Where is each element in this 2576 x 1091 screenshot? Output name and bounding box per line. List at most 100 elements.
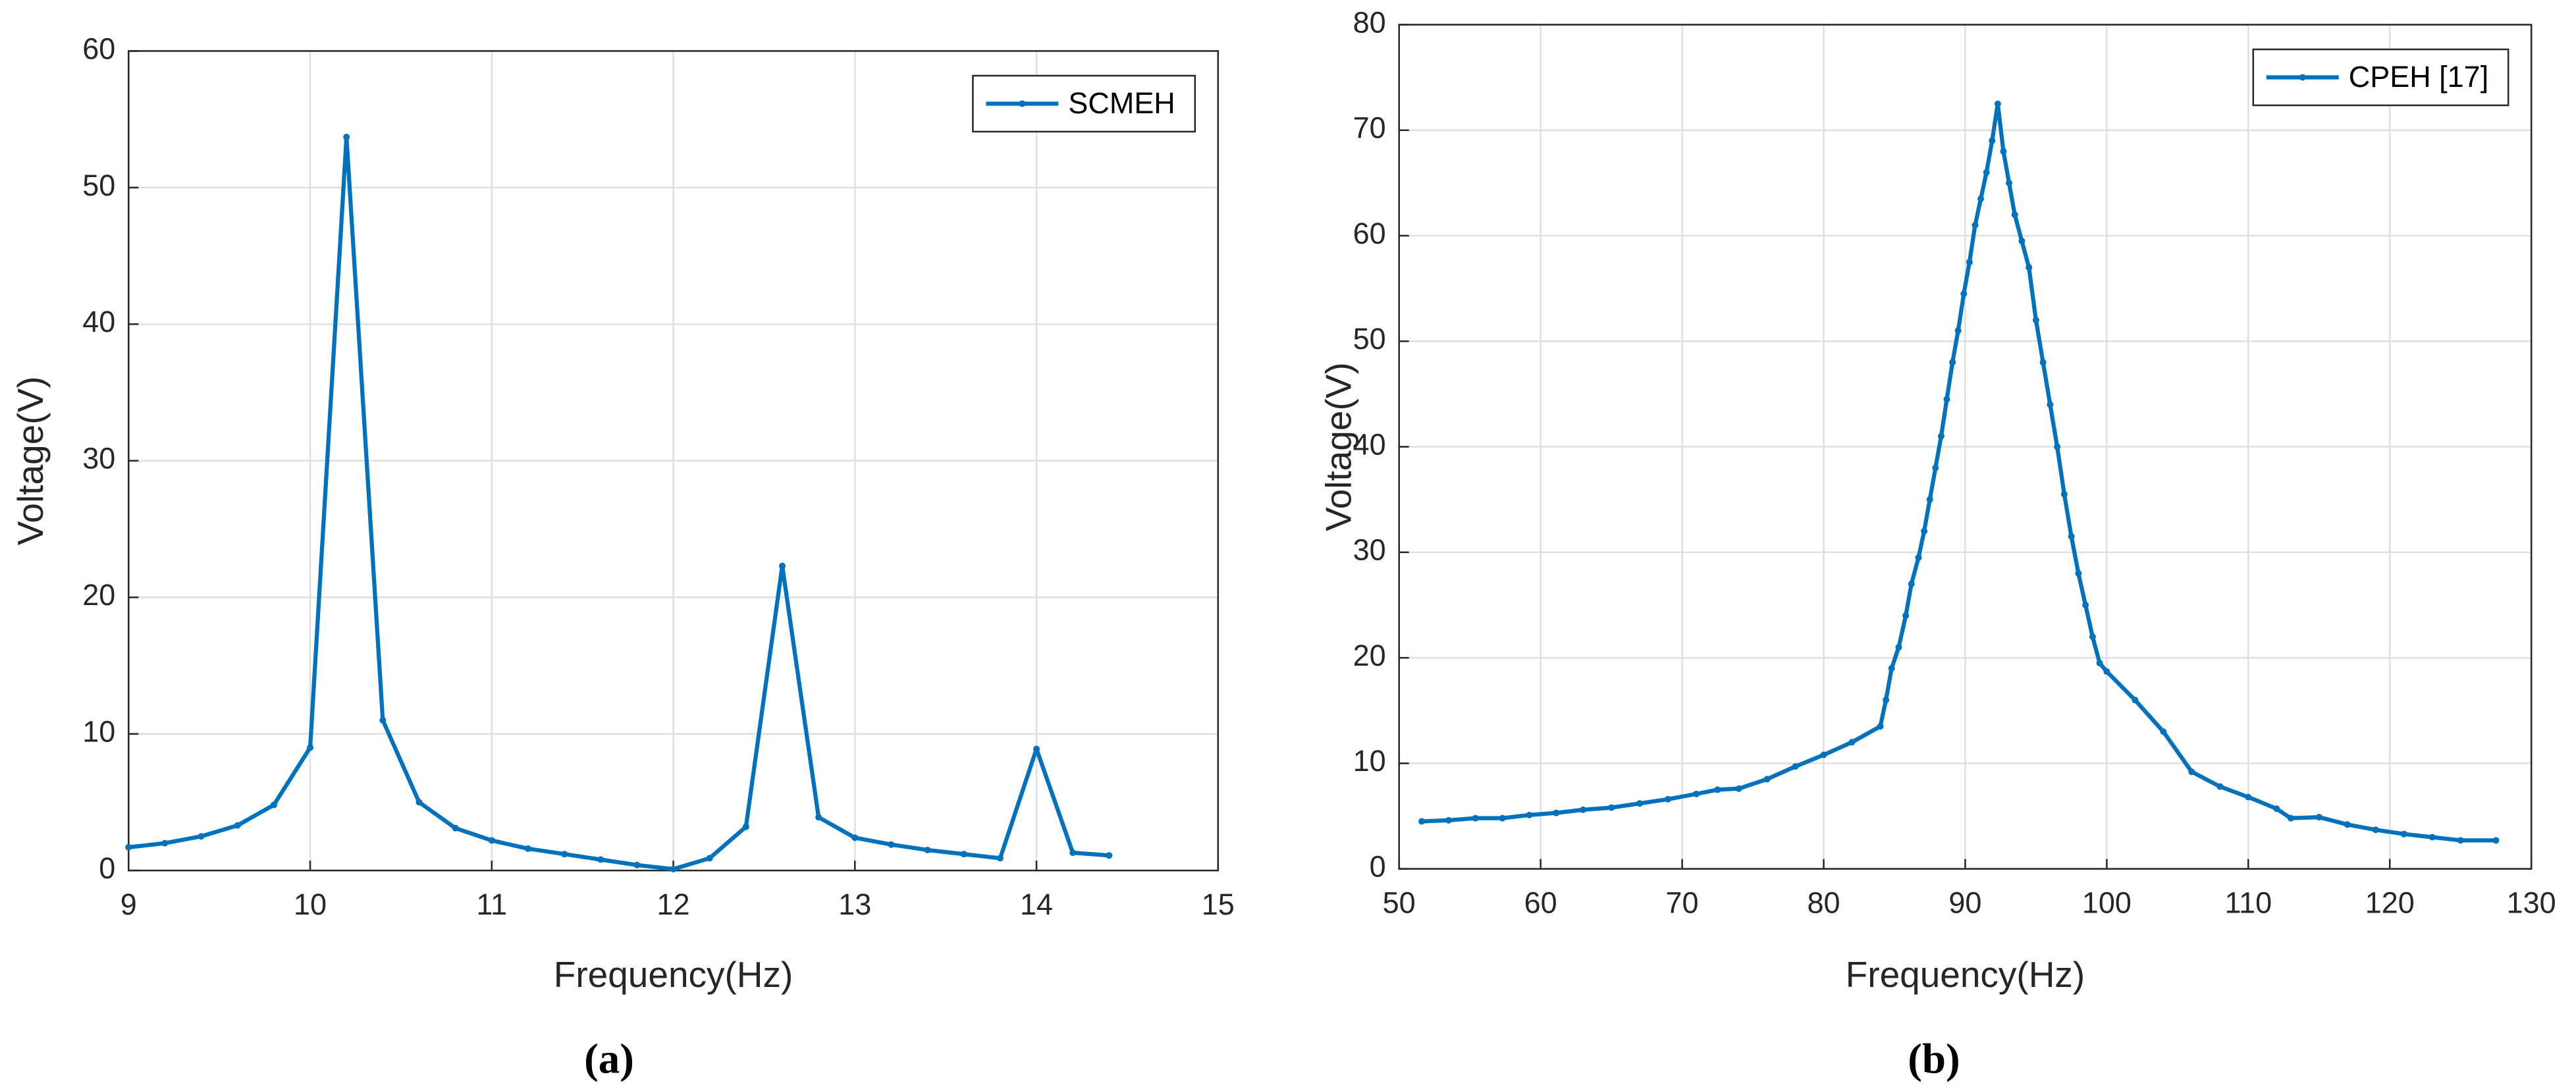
data-point <box>597 856 604 863</box>
data-point <box>1989 137 1996 144</box>
data-point <box>1926 496 1933 503</box>
series-line <box>128 135 1110 872</box>
data-point <box>1106 852 1113 859</box>
legend-marker <box>1019 100 1026 107</box>
data-point <box>2372 826 2379 834</box>
data-point <box>706 855 713 862</box>
data-point <box>888 841 895 848</box>
data-point <box>1608 804 1615 811</box>
data-point <box>1714 786 1721 793</box>
data-point <box>1960 290 1968 298</box>
data-point <box>2060 491 2068 498</box>
data-point <box>1994 100 2001 107</box>
data-point <box>307 744 314 751</box>
data-point <box>1472 814 1479 822</box>
data-point <box>2006 179 2013 186</box>
data-point <box>524 845 531 852</box>
legend-label: CPEH [17] <box>2349 60 2488 93</box>
data-point <box>1763 776 1771 783</box>
data-point <box>1069 849 1077 857</box>
x-tick-label: 14 <box>1020 888 1053 921</box>
data-point <box>2047 401 2054 408</box>
data-point <box>1580 806 1587 813</box>
legend-marker <box>2299 74 2306 81</box>
data-point <box>1895 644 1902 651</box>
data-point <box>1966 259 1973 266</box>
axes-box <box>1398 24 2533 870</box>
x-axis-label: Frequency(Hz) <box>554 954 793 995</box>
data-point <box>2082 601 2089 608</box>
data-point <box>2039 359 2047 366</box>
x-tick-label: 60 <box>1524 886 1557 919</box>
y-tick-label: 0 <box>99 851 115 885</box>
data-point <box>1949 359 1956 366</box>
data-point <box>1553 809 1560 816</box>
data-point <box>1636 800 1644 807</box>
y-tick-label: 70 <box>1353 111 1386 145</box>
data-point <box>1908 580 1915 587</box>
data-point <box>2103 668 2110 675</box>
x-tick-label: 13 <box>838 888 871 921</box>
data-point <box>416 799 423 806</box>
data-point <box>1693 790 1700 797</box>
data-point <box>2400 830 2407 838</box>
data-point <box>161 839 169 847</box>
x-tick-label: 15 <box>1202 888 1235 921</box>
x-tick-label: 11 <box>476 888 507 921</box>
x-tick-label: 110 <box>2224 886 2272 919</box>
x-tick-label: 12 <box>657 888 690 921</box>
data-point <box>2096 660 2103 667</box>
y-tick-label: 20 <box>82 578 115 612</box>
data-point <box>1033 745 1040 753</box>
data-point <box>452 824 459 832</box>
data-point <box>924 846 931 853</box>
y-tick-label: 80 <box>1353 5 1386 39</box>
x-tick-label: 80 <box>1807 886 1840 919</box>
caption: (a) <box>584 1035 634 1082</box>
data-point <box>2492 837 2500 844</box>
data-point <box>1921 527 1928 535</box>
data-point <box>996 855 1004 862</box>
x-tick-label: 120 <box>2365 886 2415 919</box>
data-point <box>1526 811 1533 818</box>
data-point <box>2428 834 2436 841</box>
data-point <box>2132 697 2139 704</box>
x-tick-label: 10 <box>294 888 327 921</box>
x-tick-label: 90 <box>1948 886 1981 919</box>
data-point <box>851 834 859 841</box>
data-point <box>1932 464 1939 471</box>
legend: SCMEH <box>972 74 1196 133</box>
data-point <box>1954 327 1962 334</box>
data-point <box>234 822 241 829</box>
y-tick-label: 60 <box>1353 217 1386 250</box>
y-tick-label: 50 <box>1353 322 1386 356</box>
y-tick-label: 30 <box>1353 533 1386 567</box>
data-point <box>633 861 641 868</box>
data-point <box>1792 763 1799 770</box>
data-point <box>742 823 749 830</box>
data-point <box>1888 665 1895 672</box>
data-point <box>1972 221 1979 228</box>
data-point <box>2054 443 2061 450</box>
data-point <box>2216 783 2224 790</box>
data-point <box>2273 805 2280 812</box>
data-point <box>2188 768 2195 776</box>
x-axis-label: Frequency(Hz) <box>1846 954 2085 995</box>
y-axis-label: Voltage(V) <box>10 376 51 545</box>
data-point <box>2032 317 2039 324</box>
data-point <box>2068 533 2075 540</box>
data-point <box>561 851 568 858</box>
y-tick-label: 30 <box>82 442 115 475</box>
x-tick-label: 70 <box>1666 886 1699 919</box>
data-point <box>1937 433 1945 440</box>
data-point <box>1445 816 1452 824</box>
data-point <box>1983 169 1990 176</box>
y-tick-label: 10 <box>1353 744 1386 778</box>
data-point <box>1499 814 1506 822</box>
data-point <box>2287 814 2294 822</box>
legend: CPEH [17] <box>2252 48 2509 107</box>
x-tick-label: 50 <box>1383 886 1416 919</box>
data-point <box>1848 739 1856 746</box>
